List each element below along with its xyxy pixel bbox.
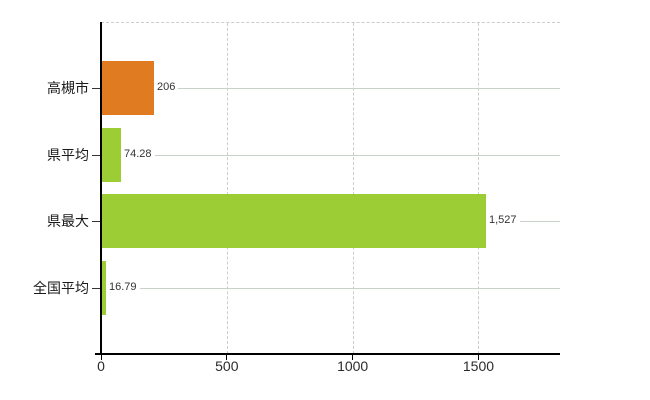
bar-value-label: 1,527	[488, 214, 518, 228]
x-gridline	[352, 23, 354, 354]
x-axis-tick	[352, 354, 354, 360]
category-label-県最大: 県最大	[47, 213, 89, 230]
category-label-全国平均: 全国平均	[33, 279, 89, 296]
bar-value-label: 16.79	[108, 280, 138, 294]
bar-県平均	[102, 127, 121, 182]
category-label-県平均: 県平均	[47, 146, 89, 163]
x-axis-tick	[226, 354, 228, 360]
y-axis-line	[100, 22, 102, 354]
plot-top-border	[101, 22, 560, 23]
x-tick-label: 1000	[337, 358, 369, 374]
x-axis-tick	[477, 354, 479, 360]
category-tick	[92, 154, 100, 156]
x-gridline	[226, 23, 228, 354]
category-tick	[92, 88, 100, 90]
value-leader-line	[520, 221, 560, 223]
x-axis-line	[95, 353, 560, 355]
value-leader-line	[178, 88, 560, 90]
category-tick	[92, 287, 100, 289]
bar-高槻市	[102, 61, 154, 116]
bar-全国平均	[102, 260, 106, 315]
bar-県最大	[102, 194, 486, 249]
bar-value-label: 206	[156, 81, 177, 95]
value-leader-line	[155, 154, 560, 156]
x-axis-tick	[100, 354, 102, 360]
x-gridline	[478, 23, 480, 354]
value-leader-line	[140, 287, 560, 289]
x-tick-label: 500	[215, 358, 239, 374]
category-label-高槻市: 高槻市	[47, 80, 89, 97]
x-tick-label: 0	[97, 358, 105, 374]
category-tick	[92, 221, 100, 223]
x-tick-label: 1500	[462, 358, 495, 374]
bar-value-label: 74.28	[123, 147, 153, 161]
